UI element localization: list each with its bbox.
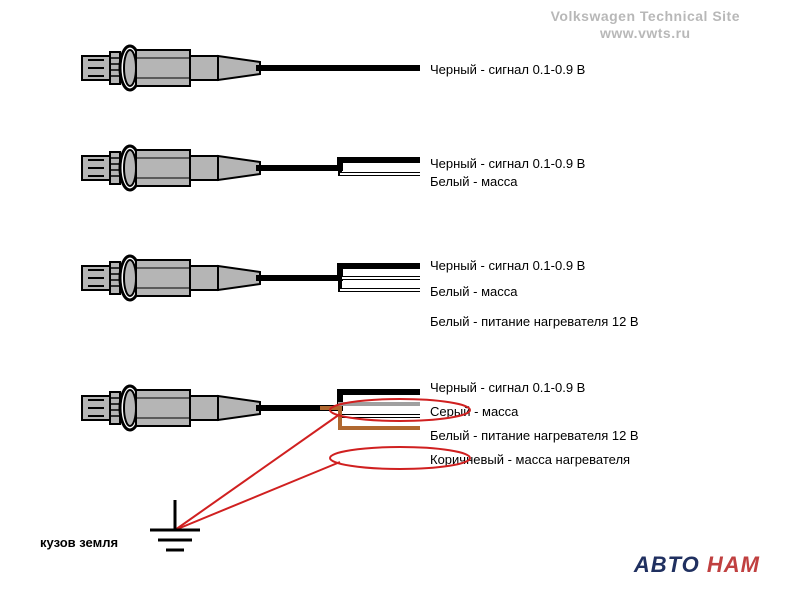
wire-label: Белый - питание нагревателя 12 В <box>430 314 639 329</box>
wire-label: Черный - сигнал 0.1-0.9 В <box>430 380 585 395</box>
wires-svg <box>80 40 440 140</box>
logo-part1: ABTO <box>634 552 700 577</box>
wires-svg <box>80 380 440 480</box>
wire-label: Серый - масса <box>430 404 518 419</box>
watermark: Volkswagen Technical Site www.vwts.ru <box>551 8 740 42</box>
wire-label: Коричневый - масса нагревателя <box>430 452 630 467</box>
logo-part2: HAM <box>700 552 760 577</box>
wire-label: Черный - сигнал 0.1-0.9 В <box>430 258 585 273</box>
wires-svg <box>80 140 440 240</box>
ground-label: кузов земля <box>40 535 118 550</box>
wire-label: Белый - масса <box>430 174 517 189</box>
watermark-line2: www.vwts.ru <box>551 25 740 42</box>
wire-label: Черный - сигнал 0.1-0.9 В <box>430 156 585 171</box>
wires-svg <box>80 250 440 350</box>
wire-label: Белый - масса <box>430 284 517 299</box>
wire-label: Белый - питание нагревателя 12 В <box>430 428 639 443</box>
wire-label: Черный - сигнал 0.1-0.9 В <box>430 62 585 77</box>
logo: ABTO HAM <box>634 552 760 578</box>
watermark-line1: Volkswagen Technical Site <box>551 8 740 25</box>
